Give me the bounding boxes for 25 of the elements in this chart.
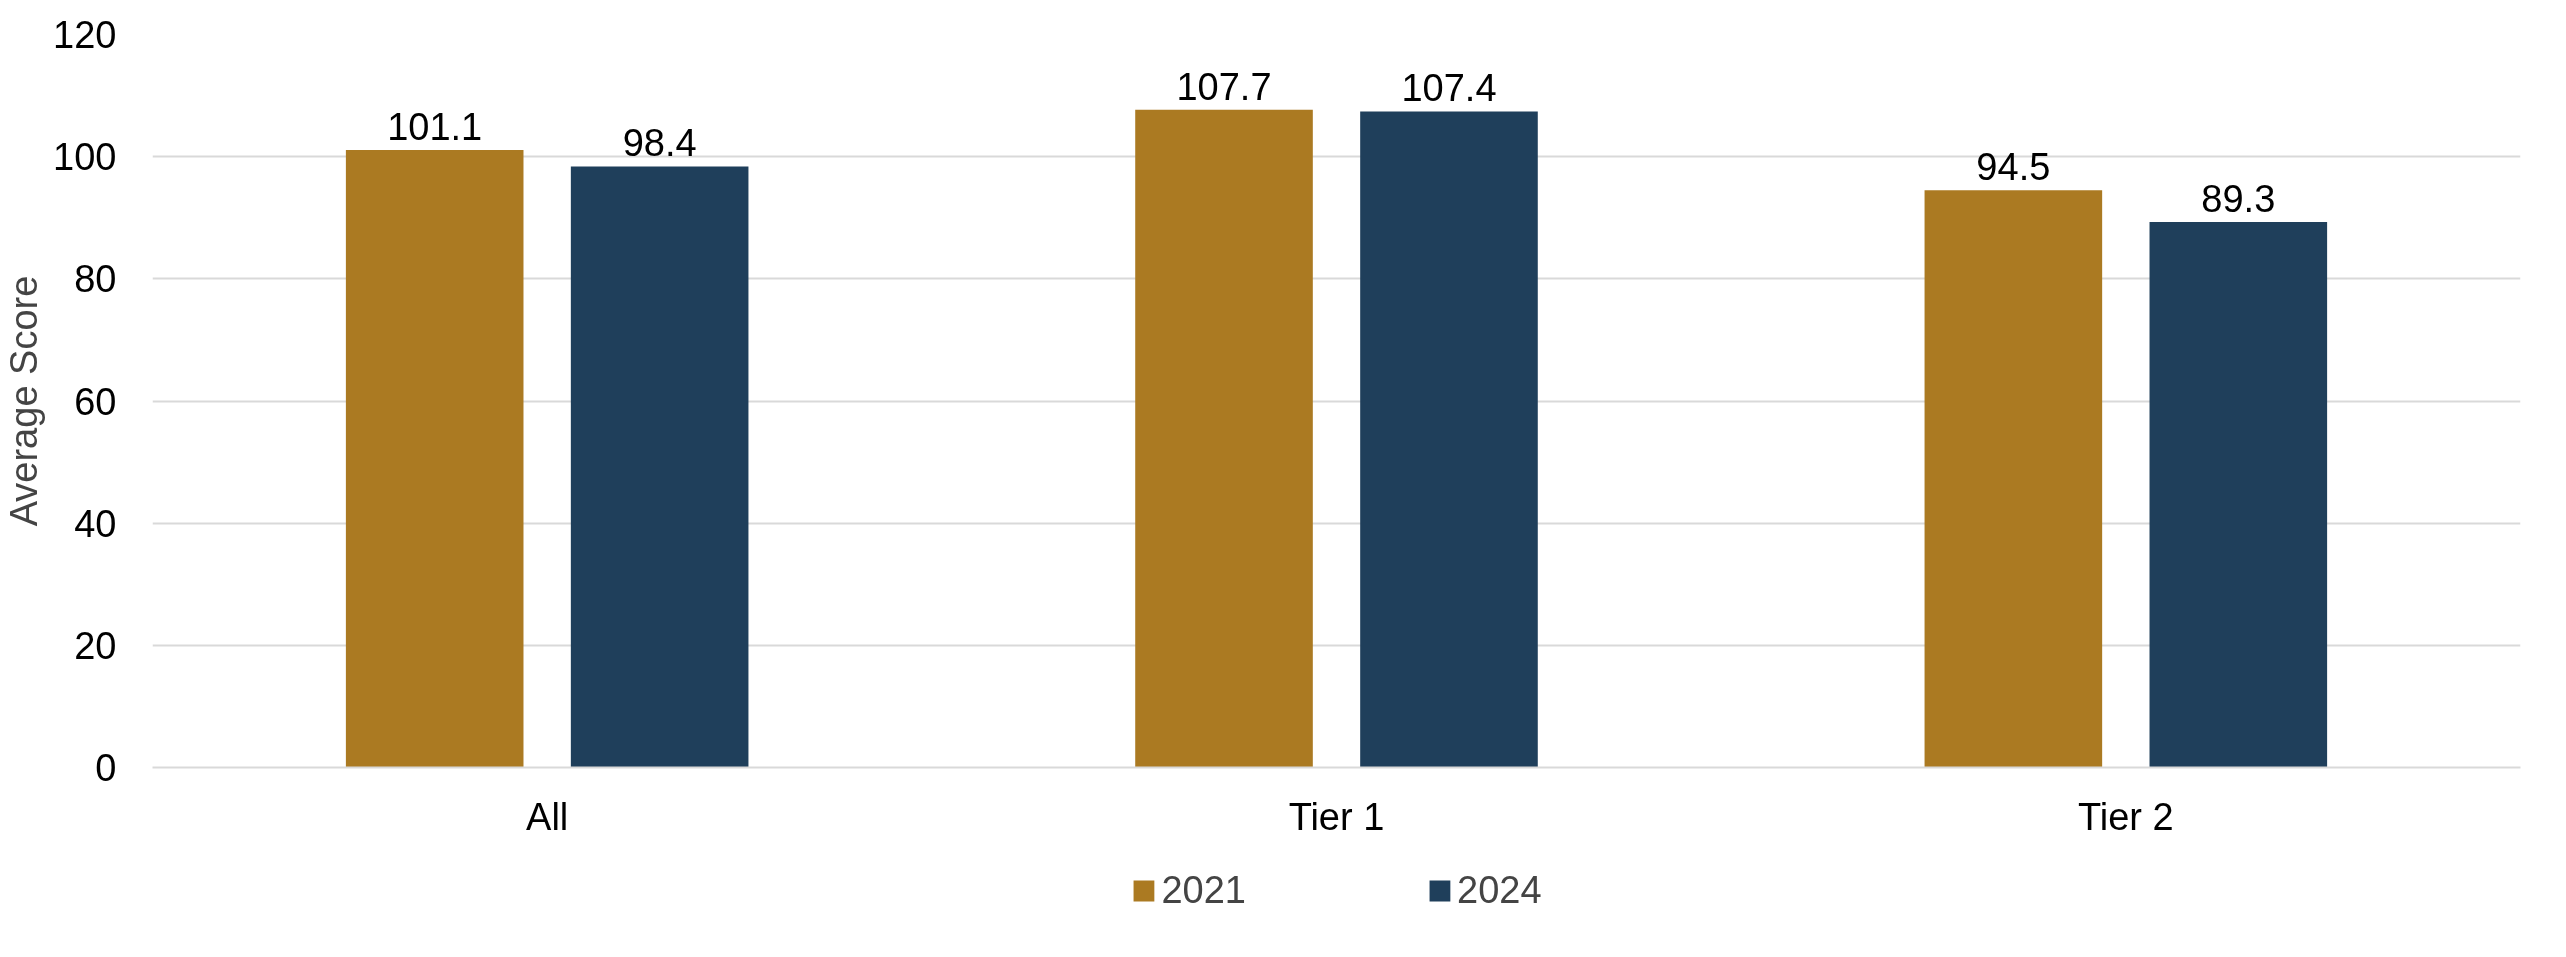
legend-label: 2021 [1161, 868, 1246, 912]
y-tick-label: 100 [53, 136, 117, 179]
data-label: 107.7 [1176, 65, 1272, 108]
x-tick-label: Tier 1 [1288, 795, 1385, 838]
data-label: 98.4 [622, 122, 697, 165]
bar [570, 166, 749, 768]
bar [1360, 111, 1538, 768]
data-label: 101.1 [387, 105, 483, 148]
data-label: 94.5 [1976, 146, 2051, 189]
y-tick-label: 60 [74, 380, 117, 423]
data-label: 89.3 [2201, 178, 2276, 221]
x-tick-label: Tier 2 [2077, 795, 2174, 838]
bar [345, 149, 524, 768]
legend-label: 2024 [1457, 868, 1542, 912]
y-tick-label: 0 [95, 747, 117, 789]
bar [1924, 190, 2103, 768]
y-tick-label: 80 [74, 258, 117, 301]
y-tick-label: 40 [74, 502, 117, 545]
y-tick-label: 120 [53, 14, 117, 56]
y-axis-title: Average Score [3, 275, 46, 527]
x-tick-label: All [526, 795, 569, 838]
bar [1135, 109, 1313, 768]
data-label: 107.4 [1401, 67, 1497, 110]
bar [2149, 222, 2328, 768]
y-tick-label: 20 [74, 624, 117, 667]
